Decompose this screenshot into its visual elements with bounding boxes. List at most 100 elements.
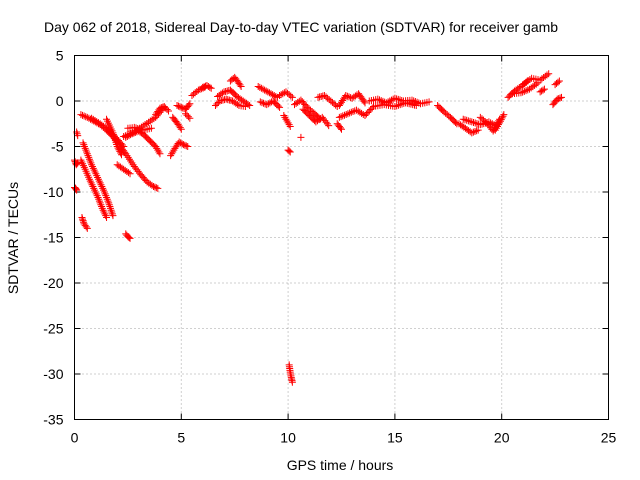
data-point — [347, 108, 355, 116]
data-point — [109, 212, 117, 220]
y-tick-label: -25 — [43, 321, 63, 337]
data-point — [100, 208, 108, 216]
data-point — [168, 150, 176, 158]
data-point — [93, 172, 101, 180]
data-point — [103, 195, 111, 203]
data-point — [96, 179, 104, 187]
data-point — [167, 152, 175, 160]
data-point — [108, 210, 116, 218]
data-point — [94, 175, 102, 183]
data-point — [80, 112, 88, 120]
data-point — [185, 101, 193, 109]
data-point — [99, 184, 107, 192]
data-point — [127, 157, 135, 165]
x-tick-labels: 0 5 10 15 20 25 — [71, 430, 617, 446]
data-point — [72, 184, 80, 192]
data-point — [558, 93, 566, 101]
data-point — [387, 96, 395, 104]
data-point — [536, 88, 544, 96]
y-tick-label: -20 — [43, 275, 63, 291]
data-point — [233, 100, 241, 108]
data-point — [237, 82, 245, 90]
data-point — [98, 203, 106, 211]
data-point — [98, 204, 106, 212]
data-point — [468, 129, 476, 137]
data-point — [83, 148, 91, 156]
data-point — [342, 92, 350, 100]
data-point — [394, 95, 402, 103]
data-point — [134, 124, 142, 132]
data-point — [128, 159, 136, 167]
data-point — [176, 124, 184, 132]
data-point — [72, 161, 80, 169]
data-point — [258, 99, 266, 107]
data-point — [476, 121, 484, 129]
data-point — [95, 195, 103, 203]
data-point — [107, 206, 115, 214]
data-point — [211, 102, 219, 110]
data-point — [361, 99, 369, 107]
data-point — [117, 151, 125, 159]
data-point — [364, 109, 372, 117]
data-point — [82, 146, 90, 154]
data-point — [256, 83, 264, 91]
data-point — [554, 78, 562, 86]
data-point — [108, 208, 116, 216]
data-point — [256, 98, 264, 106]
data-point — [79, 160, 87, 168]
data-point — [288, 93, 296, 101]
data-point — [265, 89, 273, 97]
y-axis-label: SDTVAR / TECUs — [5, 182, 21, 294]
x-tick-label: 0 — [71, 430, 79, 446]
data-point — [130, 129, 138, 137]
data-point — [379, 97, 387, 105]
data-point — [464, 117, 472, 125]
y-tick-label: -35 — [43, 412, 63, 428]
data-point — [86, 177, 94, 185]
data-point — [169, 148, 177, 156]
data-point — [89, 164, 97, 172]
data-point — [154, 146, 162, 154]
data-point — [367, 105, 375, 113]
y-tick-label: 5 — [56, 48, 64, 64]
data-point — [286, 122, 294, 130]
data-point — [203, 82, 211, 90]
y-tick-label: -5 — [51, 139, 64, 155]
data-point — [178, 140, 186, 148]
data-point — [83, 150, 91, 158]
data-point — [272, 92, 280, 100]
data-point — [122, 150, 130, 158]
data-point — [206, 83, 214, 91]
data-point — [468, 118, 476, 126]
data-point — [194, 86, 202, 94]
data-point — [361, 112, 369, 120]
data-point — [92, 190, 100, 198]
data-point — [173, 102, 181, 110]
data-point — [150, 183, 158, 191]
data-point — [386, 97, 394, 105]
data-point — [91, 188, 99, 196]
data-point — [182, 110, 190, 118]
data-point — [394, 101, 402, 109]
y-tick-label: 0 — [56, 93, 64, 109]
data-point — [156, 150, 164, 158]
data-point — [262, 87, 270, 95]
data-point — [520, 87, 528, 95]
data-point — [74, 132, 82, 140]
x-tick-label: 10 — [280, 430, 296, 446]
data-point — [101, 190, 109, 198]
data-point — [159, 103, 167, 111]
data-point — [155, 148, 163, 156]
data-point — [107, 204, 115, 212]
data-point — [160, 102, 168, 110]
data-point — [152, 143, 160, 150]
data-point — [162, 104, 170, 112]
data-point — [264, 88, 272, 96]
data-point — [466, 117, 474, 125]
data-point — [95, 177, 103, 185]
data-point — [128, 130, 136, 138]
data-point — [147, 124, 155, 132]
data-point — [116, 147, 124, 155]
data-point — [545, 70, 553, 78]
